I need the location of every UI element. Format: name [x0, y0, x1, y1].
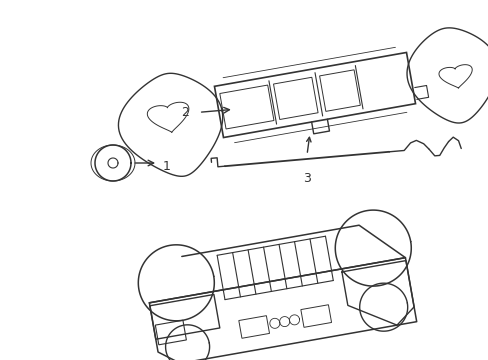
- Text: 1: 1: [163, 159, 170, 172]
- Text: 3: 3: [303, 171, 310, 185]
- Text: 2: 2: [181, 106, 188, 119]
